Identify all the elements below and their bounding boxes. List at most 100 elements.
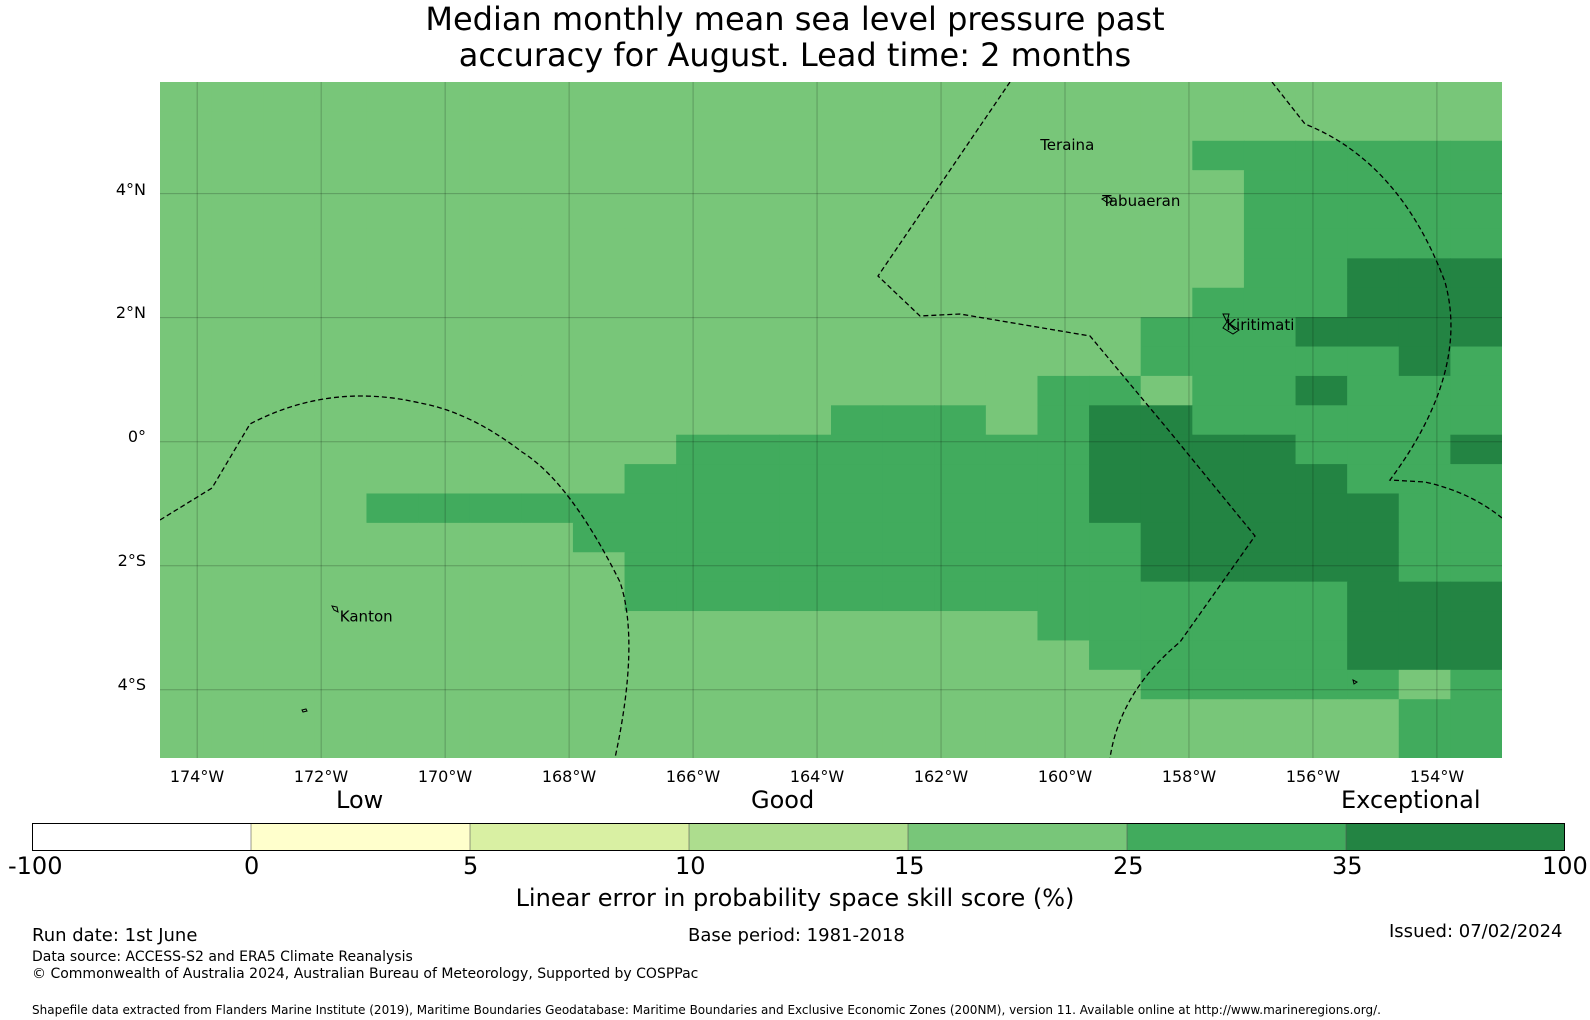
grid-cell [160,111,213,142]
grid-cell [934,640,987,671]
grid-cell [469,581,522,612]
grid-cell [418,434,471,465]
grid-cell [676,669,729,700]
grid-cell [779,170,832,201]
grid-cell [521,199,574,230]
grid-cell [985,111,1039,142]
grid-cell [831,111,884,142]
grid-cell [314,199,368,230]
grid-cell [1192,640,1245,671]
place-label-kanton: Kanton [340,608,393,626]
grid-cell [418,669,471,700]
grid-cell [1398,552,1451,583]
grid-cell [1295,317,1348,348]
grid-cell [572,699,626,730]
grid-cell [1037,699,1090,730]
grid-cell [624,493,677,524]
grid-cell [779,611,832,642]
grid-cell [1243,728,1297,758]
legend-segment [1126,823,1347,851]
grid-cell [831,375,884,406]
grid-cell [1347,552,1400,583]
legend-segment [250,823,471,851]
grid-cell [1140,228,1193,259]
eez-boundaries [160,82,1502,758]
grid-cell [1450,728,1502,758]
grid-cell [1037,317,1090,348]
grid-cell [1140,405,1193,436]
grid-cell [211,493,264,524]
grid-cell [418,552,471,583]
grid-cell [985,317,1039,348]
grid-cell [1037,581,1090,612]
grid-cell [1243,82,1297,112]
grid-cell [676,493,729,524]
island-kanton [331,605,339,613]
grid-cell [1398,228,1451,259]
grid-cell [1243,699,1297,730]
grid-cell [1140,346,1193,377]
grid-cell [1243,552,1297,583]
grid-cell [160,611,213,642]
grid-cell [676,464,729,495]
grid-cell [1140,199,1193,230]
grid-cell [727,464,780,495]
grid-cell [1140,669,1193,700]
grid-cell [831,258,884,289]
grid-cell [211,552,264,583]
map-gridlines [160,82,1502,758]
grid-cell [1192,493,1245,524]
grid-cell [1140,640,1193,671]
grid-cell [985,493,1039,524]
grid-cell [727,287,780,318]
grid-cell [469,140,522,171]
grid-cell [1295,493,1348,524]
grid-cell [314,140,368,171]
grid-cell [418,464,471,495]
y-tick-label-2s: 2°S [117,551,146,570]
grid-cell [1295,405,1348,436]
grid-cell [1398,346,1451,377]
grid-cell [572,405,626,436]
grid-cell [418,640,471,671]
grid-cell [314,170,368,201]
grid-cell [1347,317,1400,348]
grid-cell [882,640,935,671]
grid-cell [1398,669,1451,700]
grid-cell [727,82,780,112]
grid-cell [624,699,677,730]
grid-cell [1450,140,1502,171]
grid-cell [521,581,574,612]
grid-cell [572,346,626,377]
legend-tick-35: 35 [1332,852,1363,880]
grid-cell [1089,434,1142,465]
grid-cell [314,493,368,524]
grid-cell [1243,375,1297,406]
y-tick-label-4n: 4°N [115,180,146,199]
grid-cell [1295,170,1348,201]
grid-cell [314,346,368,377]
grid-cell [882,699,935,730]
grid-cell [160,522,213,553]
grid-cell [263,464,316,495]
grid-cell [1398,258,1451,289]
grid-cell [1295,199,1348,230]
grid-cell [263,405,316,436]
legend-segment [688,823,909,851]
grid-cell [366,669,419,700]
grid-cell [418,170,471,201]
legend-segment [32,823,252,851]
grid-cell [314,228,368,259]
grid-cell [985,405,1039,436]
grid-cell [263,317,316,348]
grid-cell [1192,375,1245,406]
grid-cell [882,375,935,406]
y-tick-label-4s: 4°S [117,675,146,694]
grid-cell [1295,640,1348,671]
grid-cell [572,287,626,318]
grid-cell [676,228,729,259]
grid-cell [985,552,1039,583]
grid-cell [572,111,626,142]
grid-cell [676,140,729,171]
grid-cell [366,199,419,230]
